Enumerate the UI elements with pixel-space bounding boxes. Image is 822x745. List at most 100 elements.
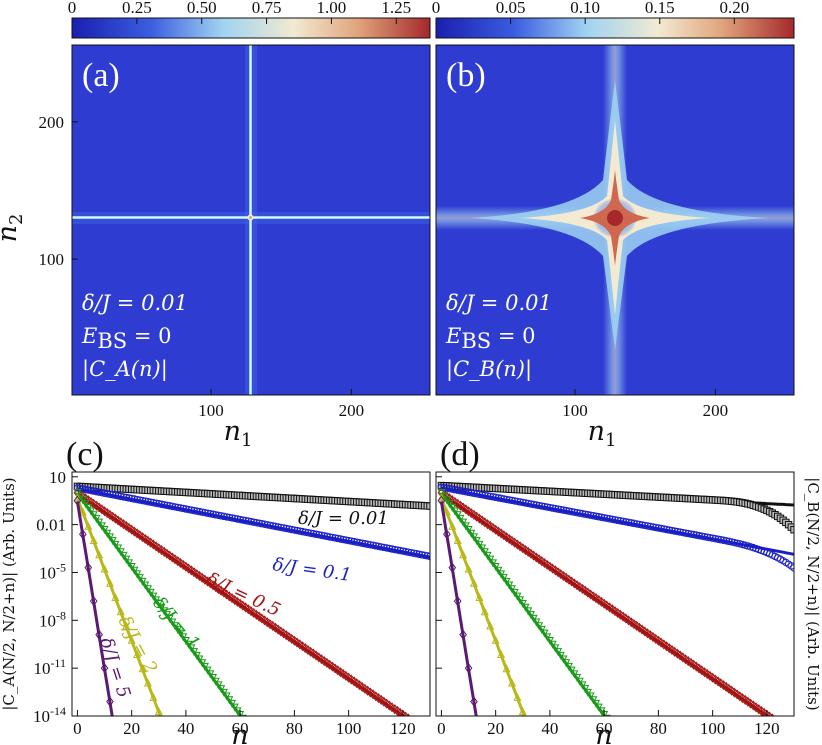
marker-circle [236,515,244,524]
marker-circle [412,550,421,558]
marker-triangle [111,540,120,549]
marker-triangle [612,726,618,732]
marker-circle [334,534,342,543]
marker-triangle [154,707,163,716]
marker-circle [195,507,204,516]
marker-circle [681,529,690,537]
marker-circle [353,538,361,546]
marker-diamond [783,723,789,731]
panel-a-axis-ticks: 100 200 100 200 [39,113,365,420]
marker-circle [336,535,345,543]
panel-d-axis-ticks: 0 20 40 60 80 100 120 [436,476,780,738]
marker-circle [114,492,122,500]
marker-circle [179,504,187,513]
annotation-a-quantity: |C_A(n)| [82,357,168,382]
marker-triangle [149,692,158,701]
marker-diamond [100,663,109,674]
marker-triangle [86,507,95,516]
marker-triangle [525,722,531,728]
marker-circle [576,509,584,517]
marker-circle [184,505,193,514]
marker-circle [187,506,196,514]
marker-circle [562,506,570,515]
marker-circle [627,519,635,527]
x-tick-label: 100 [198,401,224,420]
marker-circle [157,500,166,508]
y-tick-label: 100 [39,250,65,269]
panel-label-c: (c) [66,436,104,473]
marker-circle [73,484,82,492]
marker-circle [521,499,530,507]
marker-circle [703,533,711,541]
marker-circle [684,529,692,538]
marker-triangle [448,521,457,530]
marker-circle [374,542,383,551]
x-tick-label: 200 [339,401,365,420]
marker-triangle [173,625,182,634]
marker-diamond [106,696,114,707]
marker-triangle [575,677,584,686]
marker-triangle [518,707,527,716]
marker-triangle [475,540,484,549]
marker-circle [689,530,698,539]
marker-circle [84,486,92,494]
colorbar-tick-label: 0.20 [719,0,749,17]
marker-circle [456,487,465,495]
marker-circle [448,485,456,493]
marker-circle [608,515,616,524]
marker-circle [201,508,209,517]
marker-circle [632,520,641,528]
marker-circle [174,503,182,512]
y-tick-label: 10 [49,468,66,487]
marker-triangle [238,714,247,716]
marker-circle [285,525,293,533]
marker-circle [363,540,372,548]
marker-circle [347,537,356,545]
marker-circle [152,499,160,507]
marker-triangle [602,714,611,716]
marker-diamond [419,723,425,731]
marker-circle [616,517,625,525]
marker-triangle [615,730,621,736]
y-tick-label: 200 [39,113,65,132]
marker-circle [339,535,347,544]
marker-circle [225,513,234,522]
marker-circle [296,527,304,535]
marker-circle [592,512,600,520]
marker-triangle [486,621,495,630]
colorbar-tick-label: 0.05 [496,0,526,17]
marker-triangle [469,578,478,587]
marker-circle [443,484,451,492]
marker-circle [146,498,155,506]
series-5 [73,495,118,739]
marker-circle [252,518,261,527]
marker-diamond [84,562,93,573]
decay-plot-panel-c: 0 20 40 60 80 100 120100.0110-510-810-1110-14 … [33,436,431,739]
marker-circle [282,524,290,533]
marker-circle [611,516,619,524]
marker-diamond [95,629,103,640]
marker-circle [486,492,494,501]
marker-circle [87,486,95,495]
marker-diamond [788,727,794,735]
marker-triangle [442,507,451,516]
marker-diamond [112,731,118,739]
marker-circle [698,532,706,540]
marker-circle [355,538,364,547]
marker-circle [130,495,139,503]
marker-triangle [513,692,522,701]
marker-circle [437,483,446,491]
marker-circle [212,511,220,519]
marker-circle [369,541,377,550]
y-tick-label: 10-11 [33,656,66,678]
x-tick-label: 20 [487,719,504,738]
marker-circle [475,490,484,498]
marker-circle [567,507,576,516]
x-tick-label: 80 [286,719,303,738]
colorbar-tick-label: 1.00 [317,0,347,17]
marker-circle [260,520,269,528]
marker-circle [171,503,179,511]
marker-circle [293,526,301,535]
marker-circle [472,490,481,498]
marker-circle [304,528,312,537]
